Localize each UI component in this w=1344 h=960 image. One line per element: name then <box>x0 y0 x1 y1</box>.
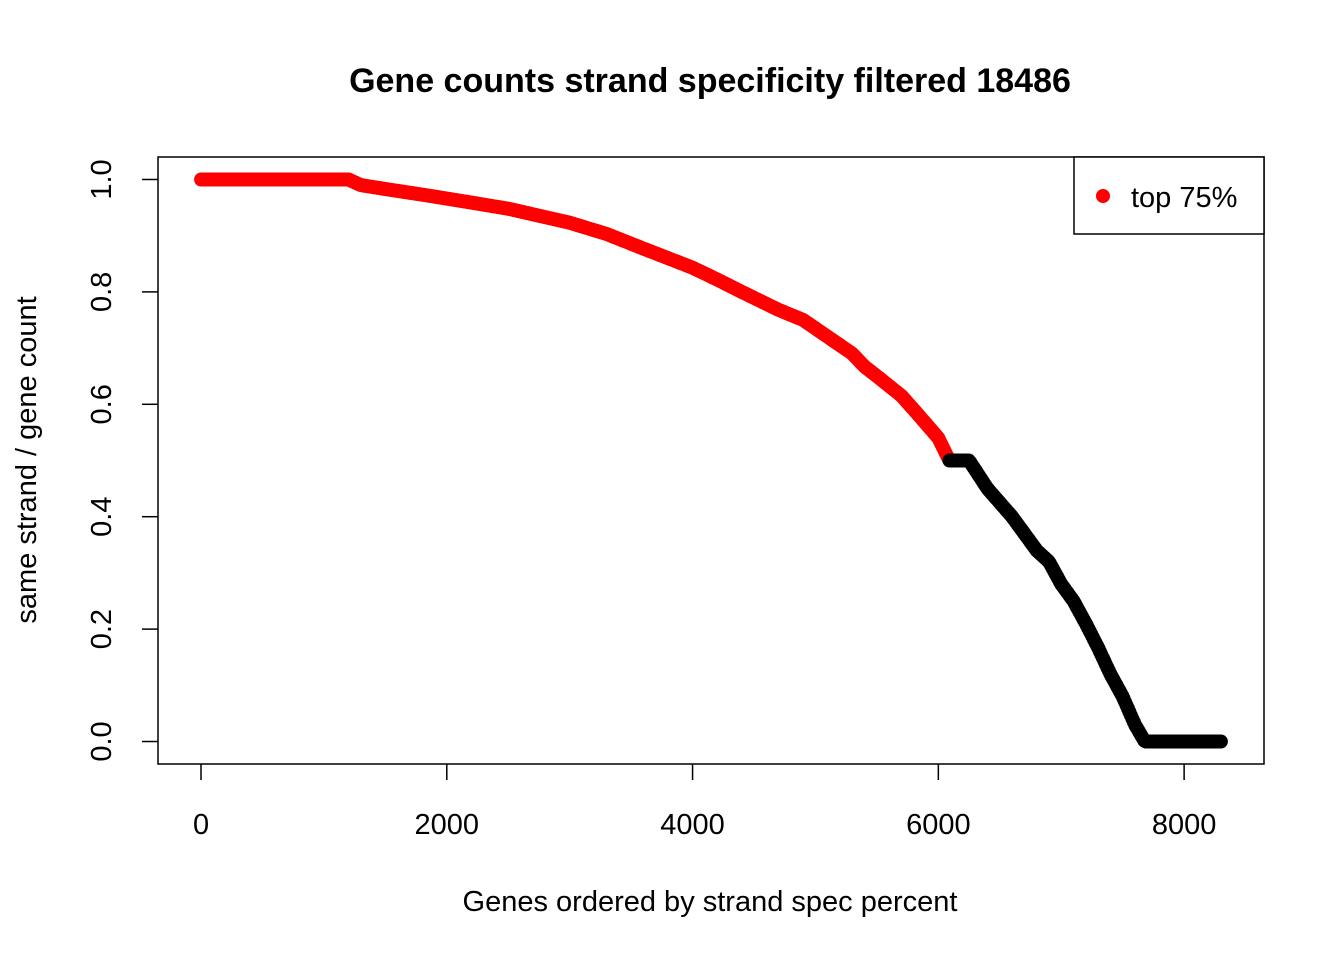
legend-label: top 75% <box>1131 182 1237 214</box>
x-tick-label: 4000 <box>660 809 725 841</box>
chart-title: Gene counts strand specificity filtered … <box>349 62 1071 100</box>
y-tick-label: 0.4 <box>86 497 118 537</box>
y-tick-label: 0.6 <box>86 384 118 424</box>
x-axis-label: Genes ordered by strand spec percent <box>463 886 958 918</box>
legend-marker <box>1096 189 1110 203</box>
x-axis: 0 2000 4000 6000 8000 <box>193 764 1216 841</box>
y-tick-label: 0.0 <box>86 721 118 761</box>
x-tick-label: 2000 <box>415 809 480 841</box>
legend: top 75% <box>1073 156 1265 235</box>
y-axis: 0.0 0.2 0.4 0.6 0.8 1.0 <box>86 159 158 762</box>
x-tick-label: 8000 <box>1152 809 1217 841</box>
y-tick-label: 1.0 <box>86 159 118 199</box>
x-tick-label: 0 <box>193 809 209 841</box>
y-axis-label: same strand / gene count <box>11 296 43 623</box>
data-points <box>194 172 1228 749</box>
data-point <box>1213 734 1228 749</box>
plot-frame <box>157 156 1265 765</box>
x-tick-label: 6000 <box>906 809 971 841</box>
y-tick-label: 0.2 <box>86 609 118 649</box>
y-tick-label: 0.8 <box>86 272 118 312</box>
